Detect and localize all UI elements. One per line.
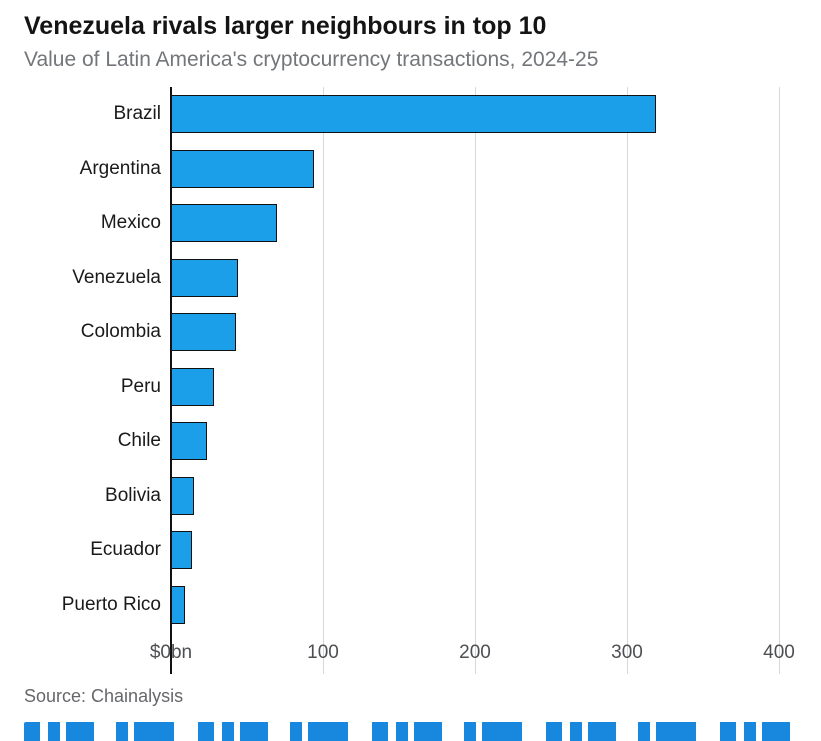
bar-row: Venezuela: [24, 251, 797, 306]
category-label: Colombia: [80, 321, 161, 343]
category-label: Ecuador: [90, 539, 161, 561]
chart-subtitle: Value of Latin America's cryptocurrency …: [24, 48, 599, 71]
bar-colombia: [171, 313, 237, 352]
x-tick: 300: [611, 642, 643, 663]
bar-track: [171, 531, 779, 570]
bar-bolivia: [171, 476, 194, 515]
bar-argentina: [171, 149, 314, 188]
bar-track: [171, 585, 779, 624]
bar-track: [171, 95, 779, 134]
gridline: [779, 87, 780, 674]
x-tick: 200: [459, 642, 491, 663]
category-label: Argentina: [79, 157, 161, 179]
bar-row: Colombia: [24, 305, 797, 360]
x-tick: $0bn: [149, 642, 193, 663]
category-label: Peru: [120, 375, 161, 397]
x-tick: 100: [307, 642, 339, 663]
source-note: Source: Chainalysis: [24, 686, 184, 706]
bar-row: Chile: [24, 414, 797, 469]
bar-track: [171, 422, 779, 461]
bar-track: [171, 204, 779, 243]
bar-row: Puerto Rico: [24, 578, 797, 633]
clipped-text-strip: [24, 722, 797, 741]
bar-puerto-rico: [171, 585, 185, 624]
bar-track: [171, 258, 779, 297]
bar-chart: Brazil Argentina Mexico Venezuela Colombia Pe…: [24, 87, 797, 674]
category-label: Puerto Rico: [61, 593, 161, 615]
bar-track: [171, 149, 779, 188]
bar-peru: [171, 367, 214, 406]
gridline: [627, 87, 628, 674]
bar-mexico: [171, 204, 278, 243]
bar-row: Mexico: [24, 196, 797, 251]
bar-row: Bolivia: [24, 469, 797, 524]
bar-ecuador: [171, 531, 193, 570]
bar-rows: Brazil Argentina Mexico Venezuela Colombia Pe…: [24, 87, 797, 632]
bar-venezuela: [171, 258, 238, 297]
bar-row: Argentina: [24, 142, 797, 197]
category-label: Brazil: [113, 103, 161, 125]
chart-title: Venezuela rivals larger neighbours in to…: [24, 12, 547, 40]
category-label: Venezuela: [72, 266, 161, 288]
bar-row: Peru: [24, 360, 797, 415]
gridline: [323, 87, 324, 674]
category-label: Mexico: [100, 212, 161, 234]
x-tick: 400: [763, 642, 795, 663]
bar-row: Ecuador: [24, 523, 797, 578]
x-axis: $0bn 100 200 300 400: [150, 632, 795, 666]
category-label: Chile: [117, 430, 161, 452]
bar-track: [171, 476, 779, 515]
category-label: Bolivia: [105, 484, 161, 506]
bar-chile: [171, 422, 208, 461]
bar-brazil: [171, 95, 656, 134]
bar-row: Brazil: [24, 87, 797, 142]
gridline: [475, 87, 476, 674]
bar-track: [171, 313, 779, 352]
bar-track: [171, 367, 779, 406]
